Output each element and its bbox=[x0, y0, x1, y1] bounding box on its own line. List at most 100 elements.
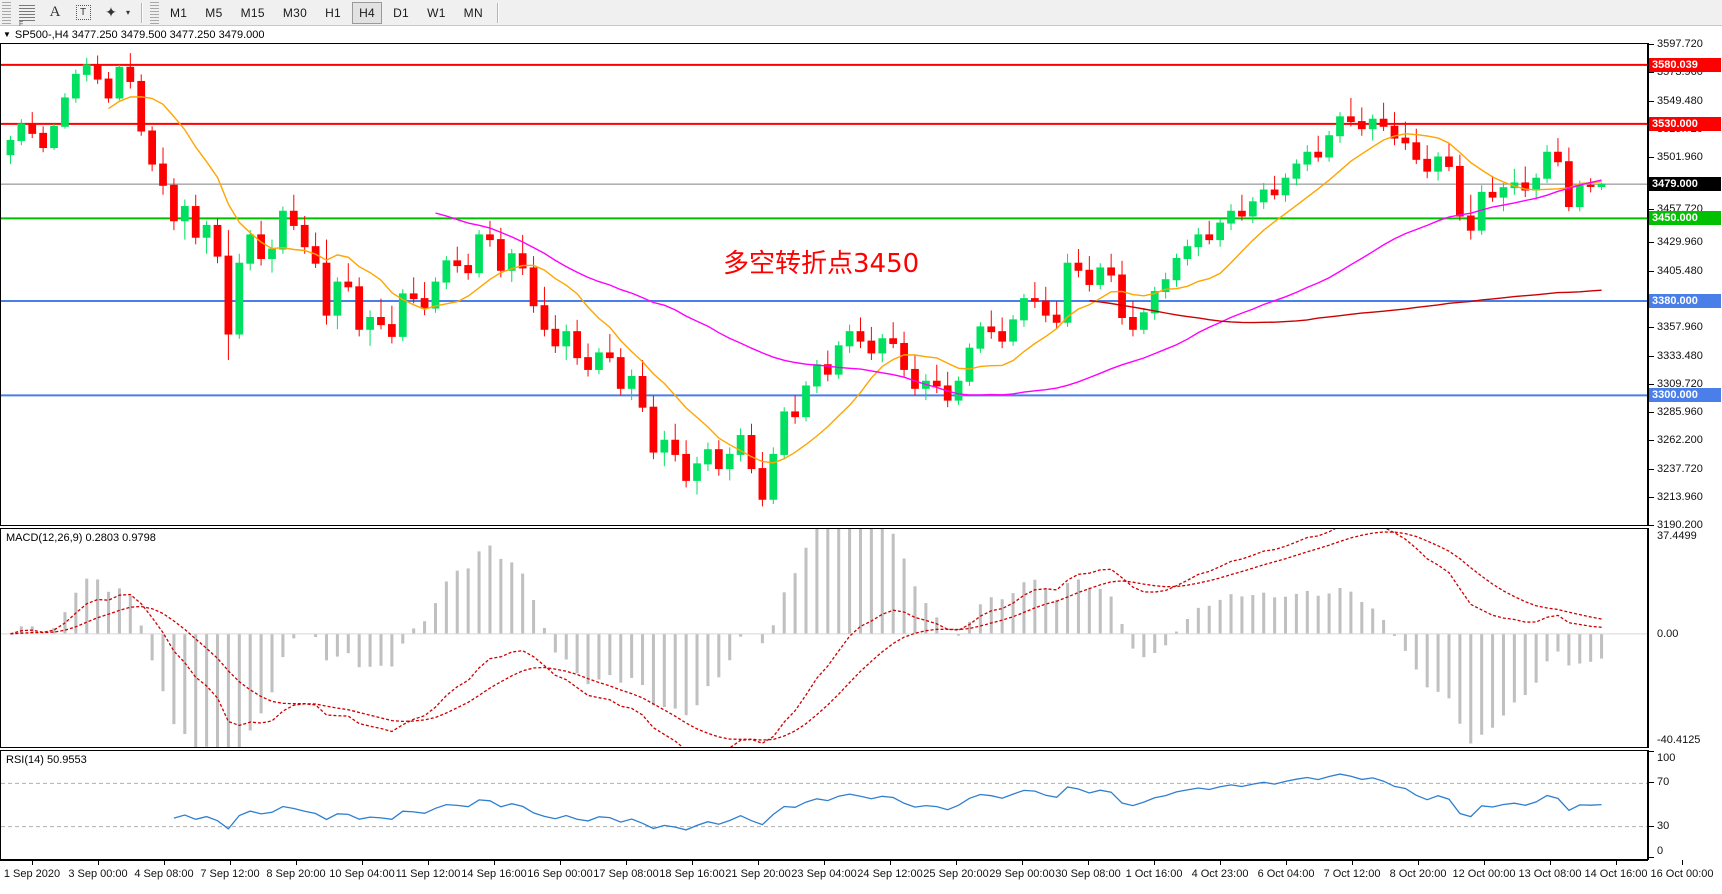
timeframe-mn[interactable]: MN bbox=[463, 5, 483, 20]
price-tick-mark bbox=[1649, 411, 1654, 413]
price-level-badge-3580-039[interactable]: 3580.039 bbox=[1649, 57, 1721, 72]
price-tick-label: 3429.960 bbox=[1657, 236, 1703, 248]
candle-body bbox=[268, 248, 276, 259]
candle-body bbox=[1194, 234, 1203, 248]
rsi-axis[interactable]: 100 70 30 0 bbox=[1648, 750, 1722, 860]
price-axis[interactable]: 3597.7203573.9603549.4803525.7203501.960… bbox=[1648, 38, 1722, 531]
price-level-badge-3530-000[interactable]: 3530.000 bbox=[1649, 116, 1721, 131]
price-tick-mark bbox=[1649, 72, 1654, 74]
macd-tick-label: 0.00 bbox=[1657, 627, 1679, 640]
macd-indicator-pane[interactable]: MACD(12,26,9) 0.2803 0.9798 bbox=[0, 528, 1648, 748]
text-object-icon[interactable]: T bbox=[70, 1, 96, 25]
time-tick-mark bbox=[1220, 860, 1221, 865]
price-tick-mark bbox=[1649, 242, 1654, 243]
time-tick-mark bbox=[758, 860, 759, 865]
timeframe-grip-handle[interactable] bbox=[150, 1, 159, 24]
time-tick-mark bbox=[164, 860, 165, 865]
chart-annotation-text: 多空转折点3450 bbox=[723, 249, 920, 279]
price-level-badge-3300-000[interactable]: 3300.000 bbox=[1649, 388, 1721, 403]
candle-body bbox=[780, 411, 789, 455]
price-tick-mark bbox=[1649, 44, 1654, 45]
candle-body bbox=[1532, 177, 1541, 191]
rsi-tick-mark bbox=[1649, 857, 1654, 858]
time-tick-label: 24 Sep 12:00 bbox=[857, 868, 923, 880]
candle-body bbox=[682, 453, 691, 481]
candle-body bbox=[1357, 121, 1366, 130]
time-tick-label: 4 Oct 23:00 bbox=[1191, 868, 1249, 880]
crosshair-icon[interactable] bbox=[14, 1, 40, 28]
candle-body bbox=[518, 253, 527, 269]
rsi-line bbox=[173, 773, 1602, 831]
price-tick-label: 3597.720 bbox=[1657, 38, 1703, 50]
candle-body bbox=[551, 328, 560, 347]
rsi-indicator-pane[interactable]: RSI(14) 50.9553 bbox=[0, 750, 1648, 860]
timeframe-m30[interactable]: M30 bbox=[282, 5, 308, 20]
time-tick-label: 1 Sep 2020 bbox=[3, 868, 61, 880]
candle-body bbox=[235, 262, 244, 335]
candle-body bbox=[333, 281, 342, 316]
timeframe-m5[interactable]: M5 bbox=[205, 5, 223, 20]
candle-body bbox=[126, 66, 135, 82]
rsi-tick-mark bbox=[1649, 825, 1654, 827]
candle-body bbox=[104, 78, 113, 99]
candle-body bbox=[159, 163, 167, 186]
moving-average-line-1 bbox=[435, 179, 1602, 396]
candle-body bbox=[813, 364, 821, 387]
candle-body bbox=[595, 352, 603, 370]
candle-body bbox=[1118, 274, 1126, 319]
time-tick-label: 29 Sep 00:00 bbox=[989, 868, 1055, 880]
timeframe-m15[interactable]: M15 bbox=[240, 5, 265, 20]
price-chart-pane[interactable]: 多空转折点3450 bbox=[0, 43, 1648, 526]
candle-body bbox=[823, 364, 832, 375]
templates-dropdown-icon[interactable]: ▾ bbox=[125, 8, 130, 17]
templates-icon[interactable]: ✦ bbox=[105, 4, 117, 20]
candle-body bbox=[180, 206, 189, 222]
time-tick-mark bbox=[32, 860, 33, 865]
candle-body bbox=[1281, 177, 1290, 196]
time-tick-mark bbox=[956, 860, 957, 865]
timeframe-h4[interactable]: H4 bbox=[352, 1, 383, 24]
time-tick-label: 12 Oct 00:00 bbox=[1452, 868, 1516, 880]
price-tick-mark bbox=[1649, 157, 1654, 159]
candle-body bbox=[943, 385, 952, 401]
price-tick-mark bbox=[1649, 355, 1654, 357]
candle-body bbox=[1347, 116, 1355, 123]
time-tick-mark bbox=[890, 860, 891, 865]
timeframe-w1[interactable]: W1 bbox=[427, 5, 446, 20]
price-level-badge-3450-000[interactable]: 3450.000 bbox=[1649, 211, 1721, 226]
candle-body bbox=[246, 234, 255, 264]
timeframe-m1[interactable]: M1 bbox=[170, 5, 188, 20]
candle-body bbox=[1575, 184, 1584, 208]
time-axis[interactable]: 1 Sep 2020 3 Sep 00:00 4 Sep 08:00 7 Sep 12… bbox=[0, 860, 1722, 894]
macd-chart-canvas bbox=[1, 529, 1647, 747]
candle-body bbox=[1129, 317, 1137, 330]
price-tick-label: 3213.960 bbox=[1657, 490, 1703, 503]
time-tick-label: 25 Sep 20:00 bbox=[923, 868, 989, 880]
candle-body bbox=[1379, 118, 1388, 127]
price-tick-label: 3333.480 bbox=[1657, 349, 1703, 362]
macd-line bbox=[10, 529, 1602, 747]
candle-body bbox=[1238, 210, 1246, 217]
time-tick-mark bbox=[296, 860, 297, 865]
price-level-badge-3479-000[interactable]: 3479.000 bbox=[1649, 177, 1721, 192]
price-level-badge-3380-000[interactable]: 3380.000 bbox=[1649, 293, 1721, 308]
toolbar-grip-handle[interactable] bbox=[2, 1, 11, 24]
candle-body bbox=[50, 125, 58, 149]
candle-body bbox=[704, 449, 712, 465]
timeframe-h1[interactable]: H1 bbox=[325, 5, 342, 20]
candle-body bbox=[1466, 215, 1475, 231]
time-tick-mark bbox=[494, 860, 495, 865]
macd-axis[interactable]: 37.4499 0.00 -40.4125 bbox=[1648, 528, 1722, 748]
candle-body bbox=[453, 260, 462, 267]
timeframe-d1[interactable]: D1 bbox=[393, 5, 410, 20]
text-label-icon[interactable]: A bbox=[49, 4, 61, 20]
candle-body bbox=[39, 132, 48, 149]
time-tick-mark bbox=[1550, 860, 1551, 865]
chart-menu-caret-icon[interactable]: ▼ bbox=[3, 30, 11, 39]
time-tick-label: 14 Oct 16:00 bbox=[1584, 868, 1648, 880]
candle-body bbox=[115, 66, 124, 99]
symbol-quote-bar[interactable]: ▼ SP500-,H4 3477.250 3479.500 3477.250 3… bbox=[0, 27, 1722, 42]
candle-body bbox=[1020, 298, 1028, 321]
candle-body bbox=[431, 281, 440, 309]
candle-body bbox=[420, 298, 429, 309]
